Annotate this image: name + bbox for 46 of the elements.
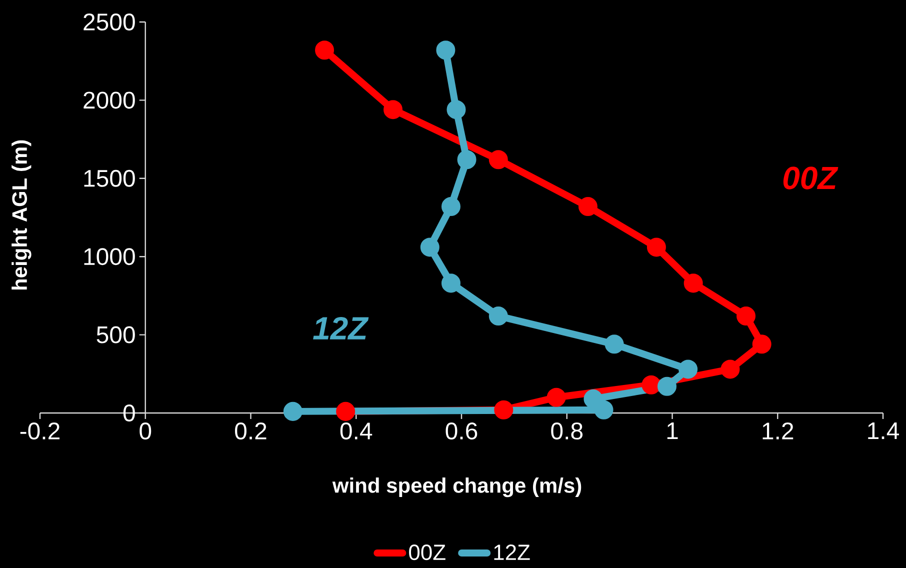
point <box>678 360 698 379</box>
point <box>315 40 334 60</box>
x-tick-label: 0 <box>140 422 152 440</box>
point <box>657 376 676 396</box>
point <box>584 389 603 408</box>
point <box>736 306 756 326</box>
point <box>441 197 460 216</box>
y-tick-label: 1500 <box>84 170 135 187</box>
point <box>646 238 666 257</box>
point <box>488 306 508 326</box>
x-tick-label: 0.8 <box>551 422 583 440</box>
point <box>283 402 302 421</box>
y-tick-label: 2500 <box>84 13 135 30</box>
point <box>457 150 476 170</box>
point <box>720 360 740 379</box>
point <box>494 400 514 420</box>
x-tick-label: -0.2 <box>20 422 60 440</box>
x-tick-label: 1.2 <box>762 422 794 440</box>
point <box>578 197 598 216</box>
x-tick-label: 1 <box>667 422 678 440</box>
point <box>594 400 614 420</box>
legend-label: 00Z <box>409 544 446 560</box>
y-tick-label: 500 <box>96 326 135 344</box>
point <box>384 100 403 120</box>
x-tick-label: 0.2 <box>235 422 266 440</box>
point <box>420 238 440 257</box>
y-tick-label: 2000 <box>84 92 135 109</box>
y-tick-label: 1000 <box>84 248 135 266</box>
y-axis-title: height AGL (m) <box>12 140 32 290</box>
point <box>752 334 772 354</box>
point <box>642 375 661 394</box>
point <box>436 40 456 60</box>
point <box>441 274 460 293</box>
point <box>446 100 466 120</box>
point <box>684 274 703 293</box>
point <box>604 334 624 354</box>
x-tick-label: 1.4 <box>868 422 899 440</box>
annotation: 00Z <box>783 166 838 190</box>
point <box>336 402 356 421</box>
point <box>546 388 566 407</box>
x-axis-title: wind speed change (m/s) <box>332 477 582 498</box>
x-tick-label: 0.6 <box>446 422 478 440</box>
point <box>488 150 508 170</box>
annotation: 12Z <box>313 316 369 340</box>
legend-label: 12Z <box>494 544 530 560</box>
x-tick-label: 0.4 <box>340 422 372 440</box>
